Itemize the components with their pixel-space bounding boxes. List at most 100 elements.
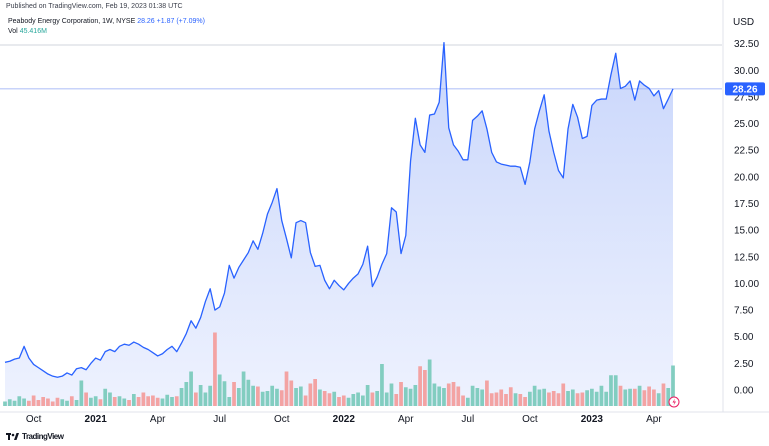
volume-bar bbox=[480, 389, 484, 406]
volume-bar bbox=[427, 359, 432, 406]
volume-bar bbox=[260, 391, 265, 406]
volume-bar bbox=[356, 392, 360, 406]
legend-vol-value: 45.416M bbox=[19, 28, 47, 35]
volume-bar bbox=[165, 394, 170, 406]
volume-bar bbox=[198, 385, 203, 406]
volume-bar bbox=[446, 383, 451, 406]
volume-bar bbox=[432, 383, 437, 406]
volume-bar bbox=[69, 396, 74, 406]
volume-bar bbox=[499, 389, 504, 406]
volume-bar bbox=[275, 388, 279, 406]
volume-bar bbox=[561, 383, 566, 406]
volume-bar bbox=[322, 391, 327, 406]
price-line bbox=[4, 41, 674, 378]
volume-bar bbox=[3, 401, 7, 406]
volume-bar bbox=[60, 399, 65, 406]
volume-bar bbox=[594, 391, 599, 406]
volume-bar bbox=[508, 387, 513, 406]
volume-bar bbox=[308, 383, 313, 406]
volume-bar bbox=[637, 385, 642, 406]
volume-bar bbox=[547, 392, 551, 406]
volume-bar bbox=[227, 397, 232, 406]
volume-bar bbox=[465, 397, 470, 406]
volume-bar bbox=[89, 397, 93, 406]
volume-bar bbox=[179, 388, 184, 406]
volume-bar bbox=[642, 390, 647, 406]
volume-bar bbox=[351, 394, 356, 406]
x-tick-label: 2023 bbox=[581, 414, 604, 425]
volume-bar bbox=[170, 397, 174, 406]
chart-legend: Peabody Energy Corporation, 1W, NYSE 28.… bbox=[8, 17, 205, 37]
legend-symbol-name: Peabody Energy Corporation, 1W, NYSE bbox=[8, 18, 136, 25]
footer-brand: TradingView bbox=[6, 432, 64, 441]
volume-bar bbox=[108, 392, 112, 406]
volume-bar bbox=[246, 379, 251, 406]
volume-bar bbox=[470, 385, 475, 406]
volume-bar bbox=[22, 398, 26, 406]
volume-bar bbox=[604, 391, 609, 406]
volume-bar bbox=[341, 395, 346, 406]
volume-bar bbox=[131, 394, 136, 406]
published-note: Published on TradingView.com, Feb 19, 20… bbox=[6, 3, 183, 10]
event-lightning-icon[interactable] bbox=[668, 396, 680, 408]
volume-bar bbox=[513, 393, 518, 406]
volume-bar bbox=[151, 395, 155, 406]
volume-bar bbox=[65, 400, 69, 406]
volume-bar bbox=[575, 393, 580, 406]
volume-bar bbox=[127, 400, 131, 406]
footer-brand-text: TradingView bbox=[22, 432, 64, 441]
price-area-fill bbox=[5, 42, 673, 407]
y-tick-label: 15.00 bbox=[734, 226, 759, 237]
volume-bar bbox=[423, 370, 427, 406]
volume-bar bbox=[303, 395, 308, 406]
y-tick-label: 30.00 bbox=[734, 66, 759, 77]
volume-bar bbox=[599, 385, 604, 406]
volume-bar bbox=[31, 395, 36, 406]
volume-bar bbox=[155, 397, 160, 406]
volume-bar bbox=[442, 388, 446, 406]
volume-bar bbox=[294, 388, 298, 406]
current-price-badge-label: 28.26 bbox=[732, 84, 757, 95]
x-tick-label: Jul bbox=[213, 414, 226, 425]
y-tick-label: 25.00 bbox=[734, 119, 759, 130]
volume-bar bbox=[313, 379, 317, 406]
volume-bar bbox=[375, 391, 380, 406]
volume-bar bbox=[74, 400, 79, 406]
y-tick-label: 27.50 bbox=[734, 92, 759, 103]
legend-change: +1.87 (+7.09%) bbox=[156, 18, 205, 25]
y-tick-label: 0.00 bbox=[734, 386, 754, 397]
x-tick-label: Oct bbox=[274, 414, 290, 425]
y-tick-label: 32.50 bbox=[734, 39, 759, 50]
volume-bar bbox=[613, 375, 618, 406]
legend-last-price: 28.26 bbox=[137, 18, 155, 25]
volume-bar bbox=[337, 397, 341, 406]
volume-bar bbox=[528, 391, 532, 406]
volume-bar bbox=[570, 389, 575, 406]
volume-bar bbox=[174, 396, 179, 406]
volume-bar bbox=[50, 401, 55, 406]
volume-bar bbox=[365, 385, 370, 406]
volume-bar bbox=[208, 385, 213, 406]
volume-bar bbox=[79, 380, 84, 406]
volume-bar bbox=[666, 388, 671, 406]
volume-bar bbox=[146, 396, 150, 406]
volume-bar bbox=[361, 395, 365, 406]
volume-bar bbox=[461, 395, 465, 406]
volume-bar bbox=[232, 382, 236, 406]
volume-bar bbox=[523, 397, 527, 406]
volume-bar bbox=[7, 399, 12, 406]
volume-bar bbox=[408, 388, 413, 406]
volume-bar bbox=[580, 392, 585, 406]
volume-bar bbox=[504, 394, 508, 406]
currency-label[interactable]: USD bbox=[733, 17, 755, 28]
volume-bar bbox=[437, 386, 442, 406]
volume-bar bbox=[628, 388, 632, 406]
volume-bar bbox=[542, 388, 547, 406]
volume-bar bbox=[556, 393, 561, 406]
y-tick-label: 10.00 bbox=[734, 279, 759, 290]
x-tick-label: Apr bbox=[646, 414, 662, 425]
tradingview-logo-icon bbox=[6, 432, 19, 440]
volume-bar bbox=[27, 400, 31, 406]
volume-bar bbox=[55, 397, 60, 406]
